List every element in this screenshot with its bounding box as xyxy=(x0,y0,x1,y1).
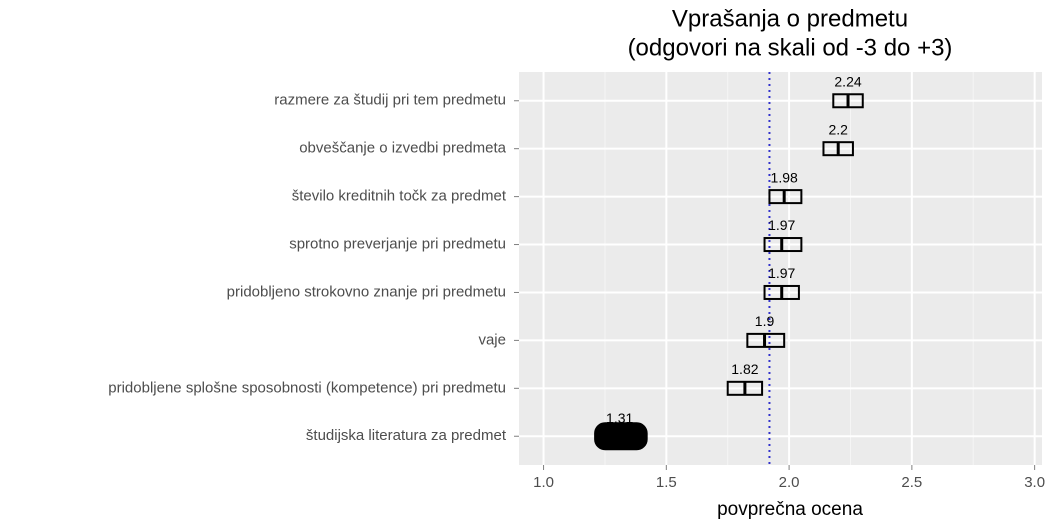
data-label: 1.82 xyxy=(731,361,758,377)
plot-panel xyxy=(519,72,1042,465)
y-tick-label: sprotno preverjanje pri predmetu xyxy=(289,236,506,253)
x-tick-label: 1.0 xyxy=(533,474,554,491)
data-label: 1.9 xyxy=(755,313,775,329)
data-label: 1.98 xyxy=(771,169,798,185)
y-tick-label: študijska literatura za predmet xyxy=(306,427,507,444)
chart-subtitle: (odgovori na skali od -3 do +3) xyxy=(628,34,953,61)
x-tick-label: 1.5 xyxy=(656,474,677,491)
data-label: 2.24 xyxy=(834,73,861,89)
data-label: 1.31 xyxy=(606,410,633,426)
y-tick-label: pridobljeno strokovno znanje pri predmet… xyxy=(227,283,506,300)
data-label: 2.2 xyxy=(828,121,848,137)
x-tick-label: 3.0 xyxy=(1024,474,1045,491)
x-tick-label: 2.0 xyxy=(779,474,800,491)
x-axis-label: povprečna ocena xyxy=(717,499,863,520)
y-tick-label: razmere za študij pri tem predmetu xyxy=(274,92,506,109)
y-tick-label: število kreditnih točk za predmet xyxy=(292,188,507,205)
data-label: 1.97 xyxy=(768,265,795,281)
chart-title: Vprašanja o predmetu xyxy=(672,5,908,32)
data-label: 1.97 xyxy=(768,217,795,233)
x-tick-label: 2.5 xyxy=(901,474,922,491)
y-tick-label: pridobljene splošne sposobnosti (kompete… xyxy=(108,379,506,396)
y-tick-label: vaje xyxy=(478,331,506,348)
y-tick-label: obveščanje o izvedbi predmeta xyxy=(299,140,506,157)
